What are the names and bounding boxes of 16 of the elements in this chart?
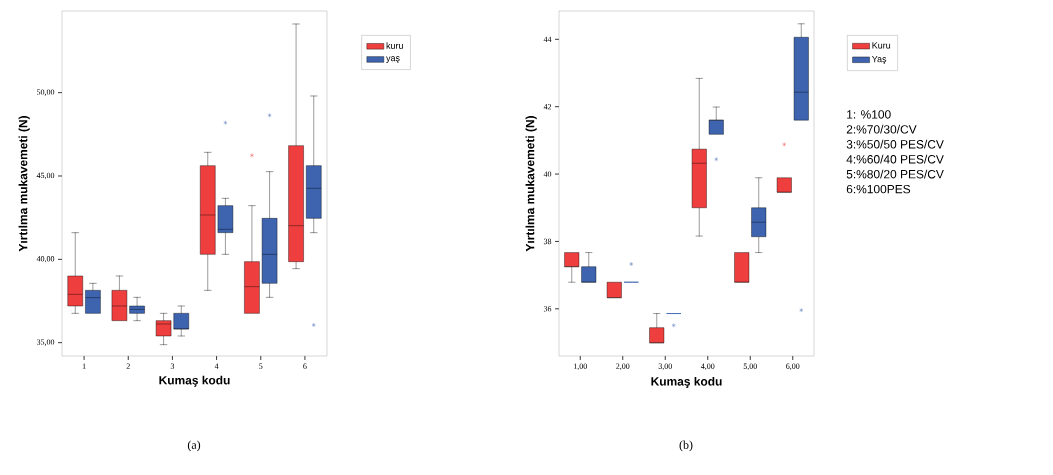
text: 6:%100PES <box>846 184 911 194</box>
text: (b) <box>679 440 693 452</box>
text: 3:%50/50 PES/CV <box>846 139 944 149</box>
x-axis-title: Kumaş kodu <box>159 375 230 387</box>
text: 2:%70/30/CV <box>846 124 917 134</box>
text: 4:%60/40 PES/CV <box>846 154 944 164</box>
x-axis-title: Kumaş kodu <box>651 376 722 389</box>
y-axis-title: Yırtılma mukavemeti (N) <box>525 116 537 252</box>
text: 1: %100 <box>847 110 891 119</box>
legend-label: kuru <box>386 42 403 49</box>
text: 5:%80/20 PES/CV <box>846 169 944 179</box>
legend-label: yaş <box>386 56 400 64</box>
legend-label: Yaş <box>871 55 887 65</box>
legend-label: Kuru <box>872 42 891 49</box>
y-axis-title: Yırtılma mukavemeti (N) <box>18 116 30 252</box>
text: (a) <box>187 440 201 452</box>
